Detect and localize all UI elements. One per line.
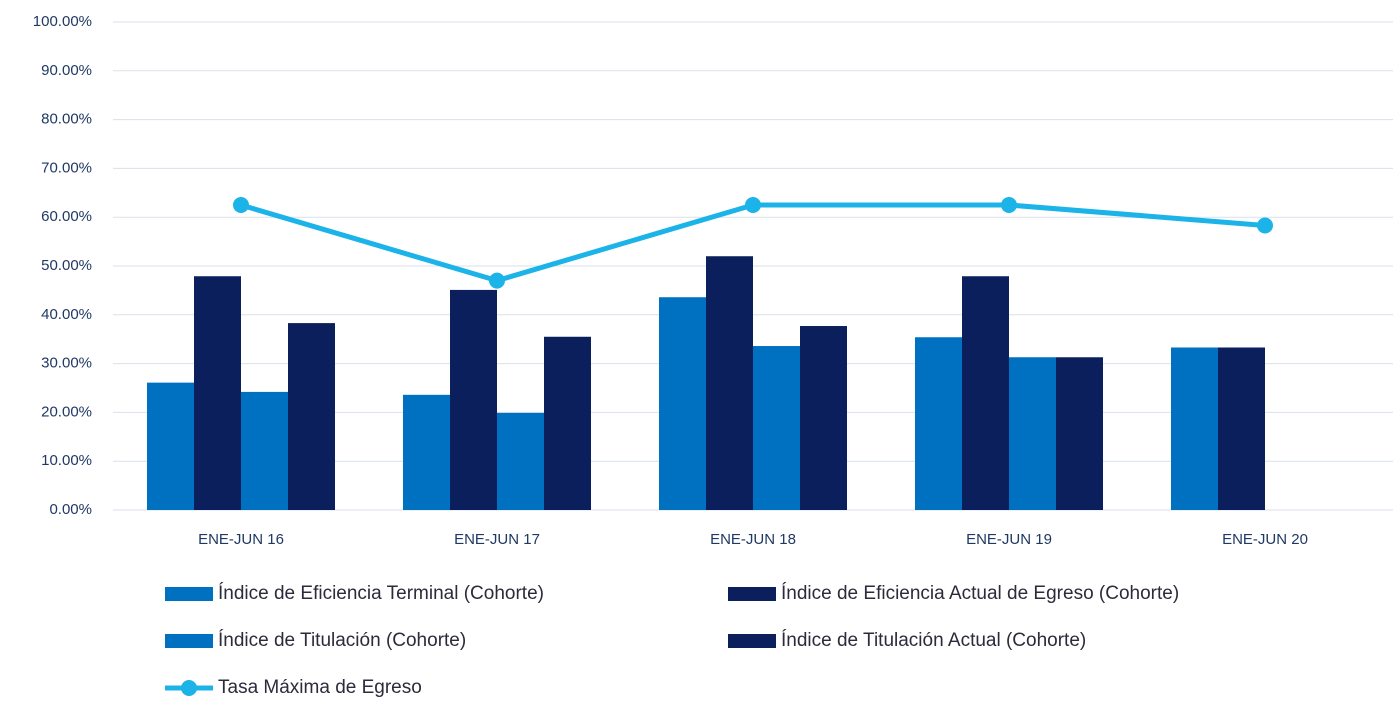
legend-label: Tasa Máxima de Egreso bbox=[218, 677, 422, 698]
legend-swatch bbox=[728, 634, 776, 648]
y-tick-label: 100.00% bbox=[33, 13, 92, 30]
y-tick-label: 40.00% bbox=[41, 306, 92, 323]
legend-swatch bbox=[165, 587, 213, 601]
legend-label: Índice de Eficiencia Actual de Egreso (C… bbox=[781, 583, 1179, 604]
bar bbox=[1218, 347, 1265, 510]
bar bbox=[194, 276, 241, 510]
legend-label: Índice de Eficiencia Terminal (Cohorte) bbox=[218, 583, 544, 604]
legend-swatch bbox=[181, 680, 197, 696]
bar bbox=[544, 336, 591, 510]
bar bbox=[915, 337, 962, 510]
y-tick-label: 90.00% bbox=[41, 62, 92, 79]
x-tick-label: ENE-JUN 17 bbox=[454, 531, 540, 548]
bar bbox=[403, 394, 450, 510]
line-marker bbox=[745, 197, 761, 213]
bar bbox=[497, 412, 544, 510]
legend-swatch bbox=[728, 587, 776, 601]
bar bbox=[962, 276, 1009, 510]
legend-swatch bbox=[165, 634, 213, 648]
bar bbox=[241, 391, 288, 510]
x-tick-label: ENE-JUN 19 bbox=[966, 531, 1052, 548]
y-tick-label: 30.00% bbox=[41, 355, 92, 372]
line-marker bbox=[233, 197, 249, 213]
bar bbox=[800, 326, 847, 510]
y-tick-label: 10.00% bbox=[41, 452, 92, 469]
bar bbox=[147, 382, 194, 510]
y-tick-label: 70.00% bbox=[41, 159, 92, 176]
legend-label: Índice de Titulación (Cohorte) bbox=[218, 630, 466, 651]
bar bbox=[659, 297, 706, 510]
line-marker bbox=[1001, 197, 1017, 213]
bar bbox=[1171, 347, 1218, 510]
x-tick-label: ENE-JUN 16 bbox=[198, 531, 284, 548]
legend-label: Índice de Titulación Actual (Cohorte) bbox=[781, 630, 1086, 651]
bar bbox=[1056, 357, 1103, 510]
bar bbox=[450, 289, 497, 510]
y-tick-label: 0.00% bbox=[49, 501, 92, 518]
bar bbox=[288, 323, 335, 510]
line-marker bbox=[1257, 217, 1273, 234]
x-tick-label: ENE-JUN 18 bbox=[710, 531, 796, 548]
x-tick-label: ENE-JUN 20 bbox=[1222, 531, 1308, 548]
bar bbox=[706, 256, 753, 510]
y-tick-label: 20.00% bbox=[41, 403, 92, 420]
line-marker bbox=[489, 272, 505, 289]
y-tick-label: 50.00% bbox=[41, 257, 92, 274]
y-tick-label: 80.00% bbox=[41, 111, 92, 128]
bar bbox=[1009, 357, 1056, 510]
bar bbox=[753, 346, 800, 510]
y-tick-label: 60.00% bbox=[41, 208, 92, 225]
